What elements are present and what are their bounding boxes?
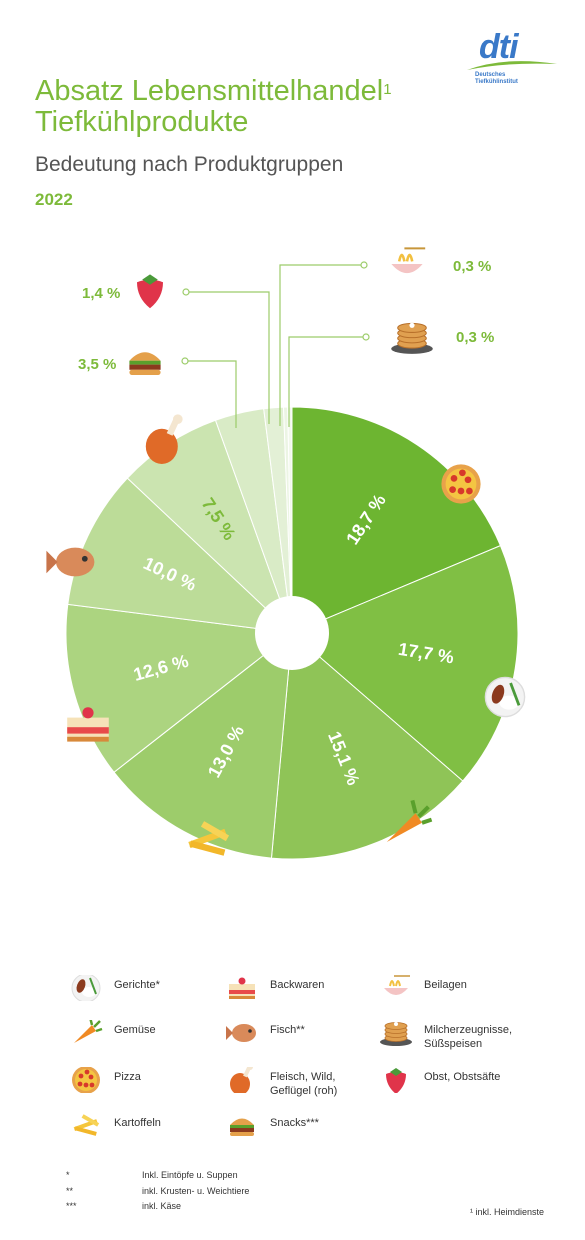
burger-icon	[129, 352, 161, 375]
noodles-icon	[384, 975, 410, 995]
legend-item: Fisch**	[224, 1020, 305, 1046]
pizza-icon	[441, 464, 481, 504]
legend-label: Pizza	[114, 1071, 141, 1083]
dish-icon	[484, 676, 526, 718]
chicken-leg-icon	[230, 1067, 253, 1093]
leader-line	[186, 291, 270, 424]
pie-slice	[291, 406, 502, 634]
pancakes-icon	[391, 322, 433, 354]
fries-icon	[188, 821, 230, 856]
legend-label: Gemüse	[114, 1024, 156, 1036]
strawberry-icon	[386, 1068, 406, 1093]
title-main: Absatz Lebensmittelhandel	[35, 75, 384, 107]
carrot-icon	[386, 799, 433, 842]
title-footnote-mark: 1	[383, 81, 392, 98]
page-title: Absatz Lebensmittelhandel1 Tiefkühlprodu…	[35, 76, 465, 138]
slice-value-label: 0,3 %	[456, 329, 494, 346]
page-subtitle: Bedeutung nach Produktgruppen	[35, 153, 344, 176]
legend-label: Gerichte*	[114, 979, 160, 991]
legend-item: Backwaren	[224, 975, 324, 1001]
slice-value-label: 3,5 %	[78, 356, 116, 373]
burger-icon	[230, 1118, 254, 1136]
chicken-leg-icon	[145, 414, 183, 464]
logo-swoosh-icon	[467, 61, 557, 70]
legend-item: Kartoffeln	[68, 1113, 161, 1139]
legend-item: Obst, Obstsäfte	[378, 1067, 500, 1093]
fish-icon	[226, 1024, 256, 1042]
legend-label: Kartoffeln	[114, 1117, 161, 1129]
legend-label: Milcherzeugnisse, Süßspeisen	[424, 1024, 513, 1050]
leader-line	[185, 360, 237, 428]
logo-wordmark: dti	[479, 28, 519, 66]
logo-subline: Deutsches Tiefkühlinstitut	[475, 72, 518, 85]
legend-item: Beilagen	[378, 975, 467, 1001]
title-second-line: Tiefkühlprodukte	[35, 106, 249, 138]
strawberry-icon	[137, 274, 163, 309]
pie-slice	[287, 406, 293, 634]
legend-label: Fisch**	[270, 1024, 305, 1036]
footnote-right: ¹ inkl. Heimdienste	[470, 1207, 545, 1217]
slice-value-label: 0,3 %	[453, 258, 491, 275]
leader-dot	[362, 333, 370, 341]
legend-label: Fleisch, Wild, Geflügel (roh)	[270, 1071, 338, 1097]
noodles-icon	[391, 247, 426, 274]
pizza-icon	[72, 1067, 100, 1093]
legend-item: Gemüse	[68, 1020, 156, 1046]
slice-value-label: 1,4 %	[82, 285, 120, 302]
leader-line	[279, 264, 364, 426]
pie-slice	[67, 477, 294, 634]
fish-icon	[46, 547, 95, 577]
legend-item: Fleisch, Wild, Geflügel (roh)	[224, 1067, 337, 1098]
pancakes-icon	[380, 1022, 412, 1046]
legend-label: Obst, Obstsäfte	[424, 1071, 501, 1083]
dish-icon	[71, 975, 101, 1001]
legend-label: Backwaren	[270, 979, 325, 991]
legend-item: Gerichte*	[68, 975, 160, 1001]
leader-dot	[182, 288, 190, 296]
legend-item: Milcherzeugnisse, Süßspeisen	[378, 1020, 512, 1051]
year-label: 2022	[35, 190, 73, 209]
legend-label: Beilagen	[424, 979, 467, 991]
pie-slice	[291, 544, 519, 782]
pie-slice	[113, 631, 293, 859]
fries-icon	[73, 1114, 100, 1136]
leader-dot	[360, 261, 368, 269]
legend-item: Snacks***	[224, 1113, 319, 1139]
carrot-icon	[74, 1020, 103, 1043]
cake-icon	[67, 707, 109, 742]
leader-line	[288, 336, 366, 427]
pie-center-hole	[255, 596, 329, 670]
dti-logo: dti Deutsches Tiefkühlinstitut	[465, 28, 560, 88]
legend-item: Pizza	[68, 1067, 141, 1093]
pie-slice	[65, 603, 294, 773]
leader-dot	[181, 357, 189, 365]
cake-icon	[229, 977, 255, 999]
legend-label: Snacks***	[270, 1117, 319, 1129]
